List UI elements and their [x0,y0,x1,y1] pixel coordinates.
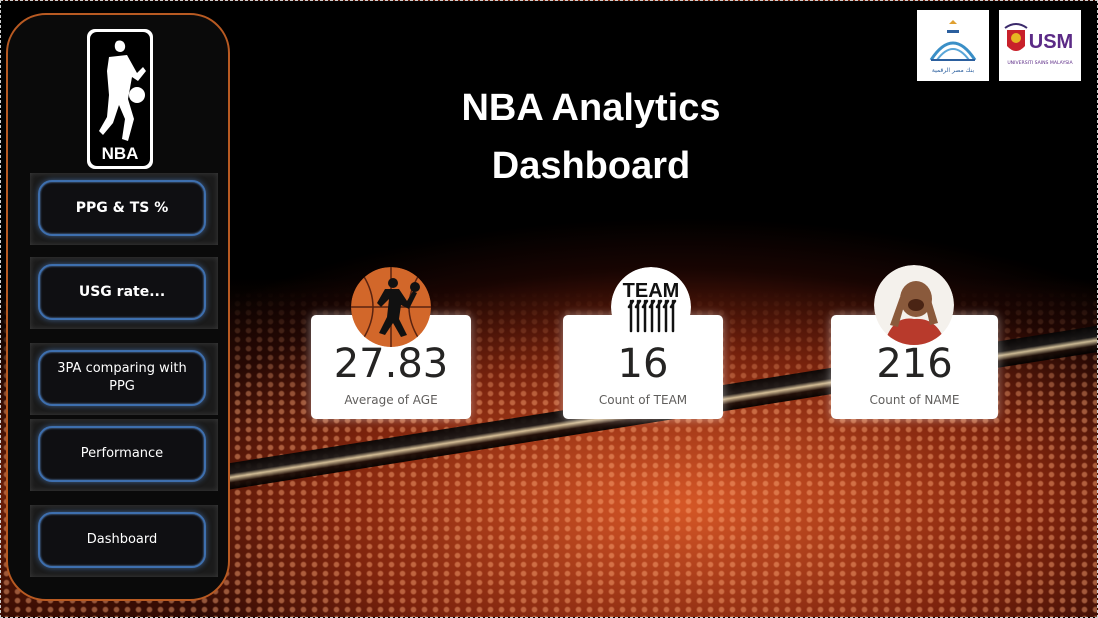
usg-rate-label: USG rate... [78,284,166,300]
player-portrait-icon [874,265,954,345]
nav-cell-3pa: 3PA comparing with PPG [30,343,218,415]
nba-logo: NBA [87,29,153,169]
nav-cell-usg: USG rate... [30,257,218,329]
nba-logo-text: NBA [102,144,139,163]
university-logo-1-caption: بنك مصر الرقمية [932,67,975,74]
3pa-ppg-label: 3PA comparing with PPG [57,361,187,394]
team-icon: TEAM [611,267,691,347]
page-title-line2: Dashboard [491,145,691,187]
usm-logo-icon: USM UNIVERSITI SAINS MALAYSIA [999,10,1081,81]
kpi-name-value: 216 [876,341,953,387]
usm-mark-text: USM [1029,31,1073,53]
3pa-ppg-button[interactable]: 3PA comparing with PPG [38,350,206,406]
sidebar: NBA PPG & TS % USG rate... 3PA comparing… [6,13,230,601]
nav-cell-ppg: PPG & TS % [30,173,218,245]
usg-rate-button[interactable]: USG rate... [38,264,206,320]
performance-label: Performance [80,446,164,461]
ppg-ts-label: PPG & TS % [75,200,169,216]
dashboard-button[interactable]: Dashboard [38,512,206,568]
kpi-name-label: Count of NAME [869,393,960,407]
team-icon-text: TEAM [623,280,680,302]
university-logo-1: بنك مصر الرقمية [917,10,989,81]
nav-cell-dashboard: Dashboard [30,505,218,577]
nba-logo-icon: NBA [90,32,150,166]
usm-logo: USM UNIVERSITI SAINS MALAYSIA [999,10,1081,81]
university-logo-1-icon: بنك مصر الرقمية [917,10,989,81]
performance-button[interactable]: Performance [38,426,206,482]
kpi-team-value: 16 [617,341,669,387]
kpi-age-label: Average of AGE [344,393,438,407]
usm-caption: UNIVERSITI SAINS MALAYSIA [1007,60,1073,66]
basketball-player-icon [351,267,431,347]
page-title: NBA Analytics Dashboard [381,79,801,195]
dashboard-label: Dashboard [86,532,158,547]
ppg-ts-button[interactable]: PPG & TS % [38,180,206,236]
kpi-age-value: 27.83 [333,341,449,387]
page-title-line1: NBA Analytics [461,87,721,129]
nav-cell-performance: Performance [30,419,218,491]
kpi-team-label: Count of TEAM [598,393,688,407]
